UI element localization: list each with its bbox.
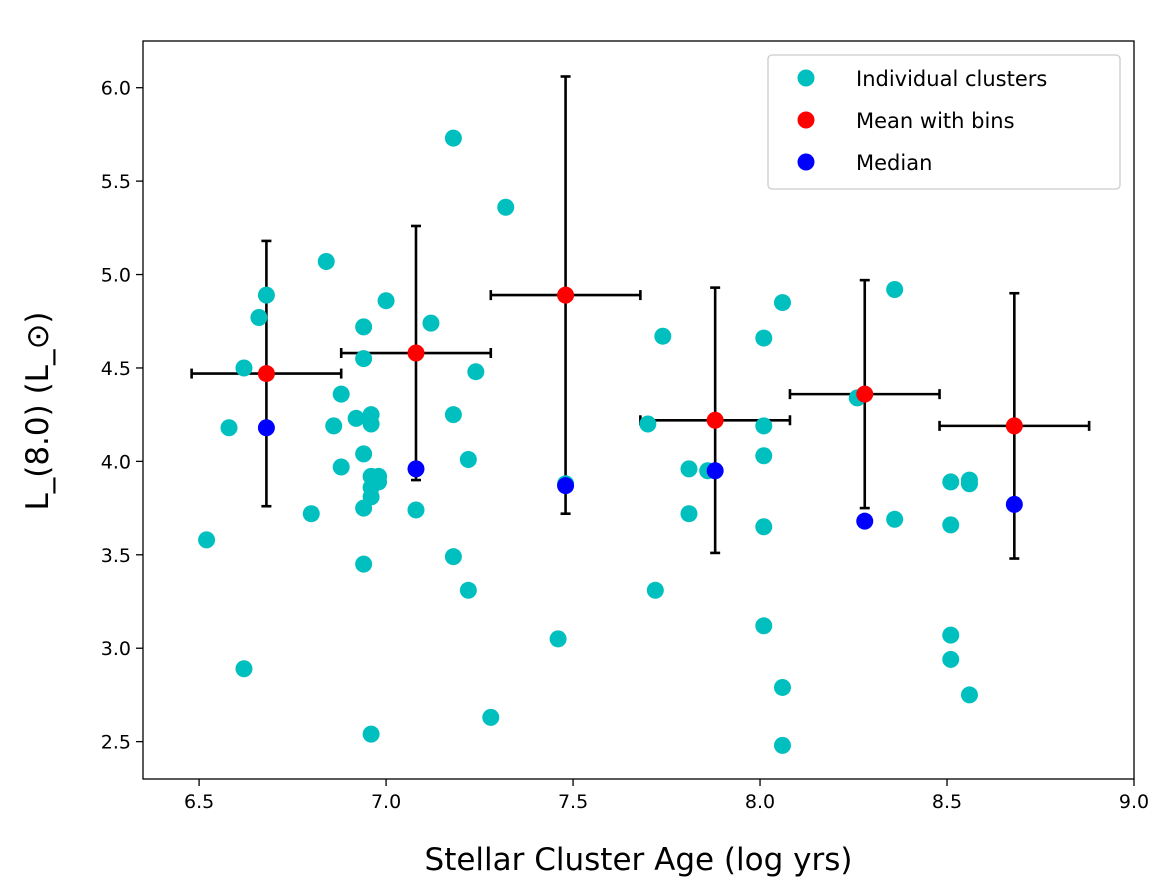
- individual-cluster-point: [942, 626, 960, 644]
- mean-bin-point: [1005, 417, 1023, 435]
- individual-cluster-point: [646, 581, 664, 599]
- individual-cluster-point: [755, 518, 773, 536]
- x-tick-label: 9.0: [1119, 791, 1149, 813]
- individual-cluster-point: [755, 447, 773, 465]
- individual-cluster-point: [332, 458, 350, 476]
- individual-cluster-point: [459, 451, 477, 469]
- individual-cluster-point: [235, 660, 253, 678]
- median-point: [706, 462, 724, 480]
- individual-cluster-point: [960, 686, 978, 704]
- mean-bin-point: [557, 286, 575, 304]
- y-tick-label: 4.0: [101, 451, 131, 473]
- individual-cluster-point: [942, 473, 960, 491]
- legend-entry-label: Median: [856, 151, 932, 175]
- individual-cluster-point: [377, 292, 395, 310]
- mean-bin-point: [407, 344, 425, 362]
- individual-cluster-point: [942, 516, 960, 534]
- individual-cluster-point: [459, 581, 477, 599]
- y-tick-label: 5.0: [101, 265, 131, 287]
- x-axis-label: Stellar Cluster Age (log yrs): [425, 842, 853, 878]
- plot-area-frame: [142, 40, 1135, 780]
- y-tick-label: 3.0: [101, 638, 131, 660]
- y-tick-label: 4.5: [101, 358, 131, 380]
- legend-entry-label: Individual clusters: [856, 67, 1047, 91]
- individual-cluster-point: [355, 318, 373, 336]
- individual-cluster-point: [302, 505, 320, 523]
- median-point: [1005, 495, 1023, 513]
- individual-cluster-point: [773, 736, 791, 754]
- data-points: [198, 129, 1023, 754]
- x-tick-label: 6.5: [184, 791, 214, 813]
- individual-cluster-point: [347, 409, 365, 427]
- individual-cluster-point: [250, 309, 268, 327]
- y-tick-label: 5.5: [101, 171, 131, 193]
- median-point: [856, 512, 874, 530]
- individual-cluster-point: [960, 475, 978, 493]
- individual-cluster-point: [235, 359, 253, 377]
- individual-cluster-point: [680, 505, 698, 523]
- median-point: [557, 477, 575, 495]
- individual-cluster-point: [332, 385, 350, 403]
- x-tick-label: 7.0: [371, 791, 401, 813]
- individual-cluster-point: [886, 510, 904, 528]
- individual-cluster-point: [942, 650, 960, 668]
- x-tick-label: 8.0: [745, 791, 775, 813]
- individual-cluster-point: [549, 630, 567, 648]
- chart-legend: Individual clusters Mean with bins Median: [767, 54, 1121, 190]
- x-tick-label: 8.5: [932, 791, 962, 813]
- legend-box: [767, 54, 1121, 190]
- y-tick-label: 2.5: [101, 732, 131, 754]
- individual-cluster-point: [422, 314, 440, 332]
- axis-ticks: 6.5 7.0 7.5 8.0 8.5 9.0 2.5 3.0 3.5 4.0 4.5 5.0 5.5 6…: [101, 78, 1149, 813]
- median-point: [257, 419, 275, 437]
- legend-marker: [797, 153, 815, 171]
- individual-cluster-point: [370, 473, 388, 491]
- individual-cluster-point: [654, 327, 672, 345]
- mean-bin-point: [856, 385, 874, 403]
- x-tick-label: 7.5: [558, 791, 588, 813]
- individual-cluster-point: [497, 198, 515, 216]
- y-axis-label: L_(8.0) (L_⊙): [20, 311, 56, 510]
- y-tick-label: 6.0: [101, 78, 131, 100]
- individual-cluster-point: [639, 415, 657, 433]
- individual-cluster-point: [444, 129, 462, 147]
- individual-cluster-point: [325, 417, 343, 435]
- individual-cluster-point: [886, 280, 904, 298]
- median-point: [407, 460, 425, 478]
- individual-cluster-point: [355, 445, 373, 463]
- mean-bin-point: [706, 411, 724, 429]
- individual-cluster-point: [482, 708, 500, 726]
- y-tick-label: 3.5: [101, 545, 131, 567]
- legend-marker: [797, 111, 815, 129]
- individual-cluster-point: [362, 488, 380, 506]
- legend-entry-label: Mean with bins: [856, 109, 1015, 133]
- individual-cluster-point: [444, 406, 462, 424]
- legend-marker: [797, 69, 815, 87]
- individual-cluster-point: [755, 617, 773, 635]
- individual-cluster-point: [755, 329, 773, 347]
- individual-cluster-point: [220, 419, 238, 437]
- individual-cluster-point: [355, 350, 373, 368]
- individual-cluster-point: [362, 725, 380, 743]
- individual-cluster-point: [257, 286, 275, 304]
- individual-cluster-point: [773, 294, 791, 312]
- individual-cluster-point: [680, 460, 698, 478]
- individual-cluster-point: [467, 363, 485, 381]
- individual-cluster-point: [755, 417, 773, 435]
- individual-cluster-point: [355, 555, 373, 573]
- individual-cluster-point: [407, 501, 425, 519]
- individual-cluster-point: [444, 548, 462, 566]
- mean-bin-point: [257, 365, 275, 383]
- individual-cluster-point: [362, 415, 380, 433]
- individual-cluster-point: [317, 252, 335, 270]
- individual-cluster-point: [773, 678, 791, 696]
- individual-cluster-point: [198, 531, 216, 549]
